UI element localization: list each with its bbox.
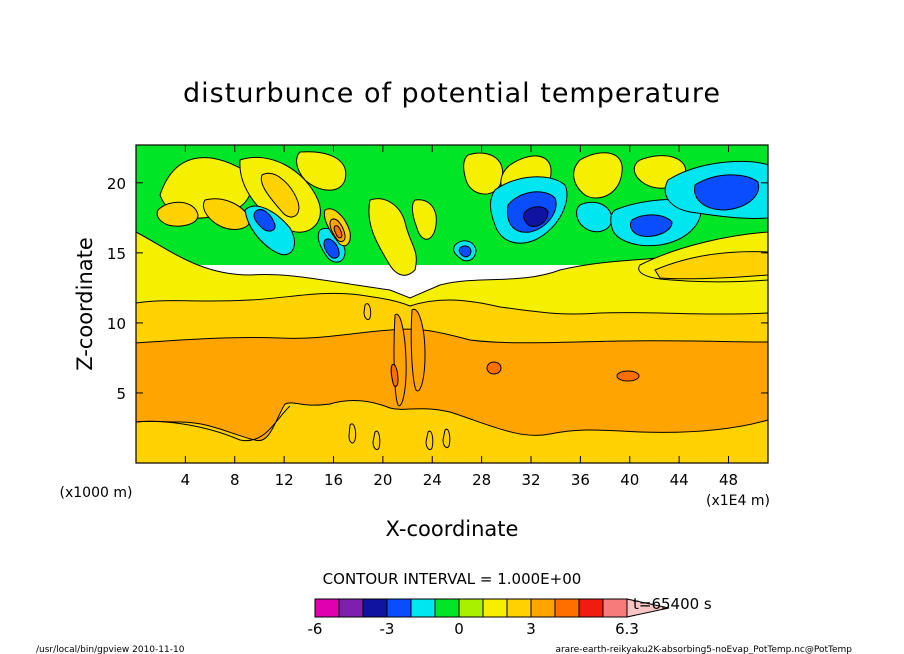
x-tick-label: 4: [181, 471, 191, 489]
plume-2: [410, 308, 426, 392]
colorbar-cell: [314, 598, 340, 618]
x-tick-label: 20: [373, 471, 392, 489]
colorbar-tick-label: 0: [454, 620, 464, 638]
colorbar-cell: [578, 598, 604, 618]
colorbar-cell: [602, 598, 628, 618]
y-tick-label: 10: [107, 315, 126, 333]
eddy-blue-6: [694, 174, 760, 211]
x-unit-right-label: (x1E4 m): [706, 493, 770, 509]
plume-5: [372, 430, 381, 451]
eddy-small-1: [486, 361, 502, 375]
colorbar-arrow: [626, 598, 670, 618]
colorbar-cell: [434, 598, 460, 618]
eddy-navy-3: [523, 206, 549, 227]
colorbar-cell: [386, 598, 412, 618]
colorbar-tick-label: -6: [308, 620, 323, 638]
plume-4: [348, 423, 357, 444]
x-tick-label: 48: [719, 471, 738, 489]
colorbar-cell: [410, 598, 436, 618]
eddy-blue-2: [323, 238, 340, 259]
eddy-blue-7: [458, 245, 472, 258]
colorbar-tick-label: 3: [526, 620, 536, 638]
plot-frame: [135, 144, 769, 464]
colorbar-tick-label: 6.3: [615, 620, 639, 638]
x-tick-label: 12: [275, 471, 294, 489]
plume-7: [442, 428, 451, 449]
colorbar-tick-labels: -6 -3 0 3 6.3: [308, 620, 639, 638]
time-label: t=65400 s: [633, 595, 712, 613]
plume-6: [425, 430, 434, 451]
colorbar-cell: [530, 598, 556, 618]
x-tick-label: 16: [324, 471, 343, 489]
x-tick-label: 24: [423, 471, 442, 489]
lobe-yellow-center: [368, 198, 417, 276]
footer-left: /usr/local/bin/gpview 2010-11-10: [36, 645, 185, 654]
x-tick-label: 44: [670, 471, 689, 489]
colorbar-cell: [338, 598, 364, 618]
lobe-gold-2: [203, 198, 251, 230]
colorbar-cell: [362, 598, 388, 618]
lobe-yellow-center2: [411, 199, 437, 240]
y-tick-label: 15: [107, 245, 126, 263]
lobe-yellow-4: [463, 152, 504, 195]
colorbar-cell: [458, 598, 484, 618]
lobe-gold-1: [156, 201, 199, 227]
x-axis-label: X-coordinate: [386, 517, 519, 541]
x-tick-label: 32: [521, 471, 540, 489]
y-tick-label: 5: [116, 385, 126, 403]
y-axis-ticks: 5 10 15 20: [107, 175, 768, 403]
plume-3: [390, 363, 399, 387]
colorbar-cell: [506, 598, 532, 618]
band-orange: [136, 328, 768, 442]
plume-8: [363, 303, 372, 321]
x-tick-label: 8: [230, 471, 240, 489]
plot-area: [136, 145, 768, 463]
x-tick-label: 36: [571, 471, 590, 489]
y-tick-label: 20: [107, 175, 126, 193]
lobe-yellow-6: [573, 152, 623, 199]
colorbar-tick-label: -3: [380, 620, 395, 638]
x-axis-ticks: 4 8 12 16 20 24 28 32 36 40 44 48: [181, 145, 738, 489]
x-tick-label: 40: [620, 471, 639, 489]
lobe-gold-right: [654, 251, 768, 280]
eddy-red-hot: [333, 225, 343, 239]
contour-line-lower: [136, 405, 291, 442]
footer-right: arare-earth-reikyaku2K-absorbing5-noEvap…: [555, 645, 852, 654]
eddy-blue-5: [629, 214, 673, 237]
y-axis-label: Z-coordinate: [73, 237, 97, 371]
colorbar: [314, 598, 670, 618]
contour-interval-label: CONTOUR INTERVAL = 1.000E+00: [323, 570, 582, 588]
colorbar-cell: [554, 598, 580, 618]
x-unit-left-label: (x1000 m): [60, 485, 133, 501]
eddy-blue-1: [253, 209, 276, 232]
lobe-yellow-3: [296, 151, 347, 191]
colorbar-cell: [482, 598, 508, 618]
x-tick-label: 28: [472, 471, 491, 489]
eddy-small-2: [616, 370, 640, 382]
lobe-gold-3: [260, 172, 300, 218]
eddy-cyan-4: [576, 201, 613, 233]
chart-title: disturbunce of potential temperature: [183, 78, 721, 109]
